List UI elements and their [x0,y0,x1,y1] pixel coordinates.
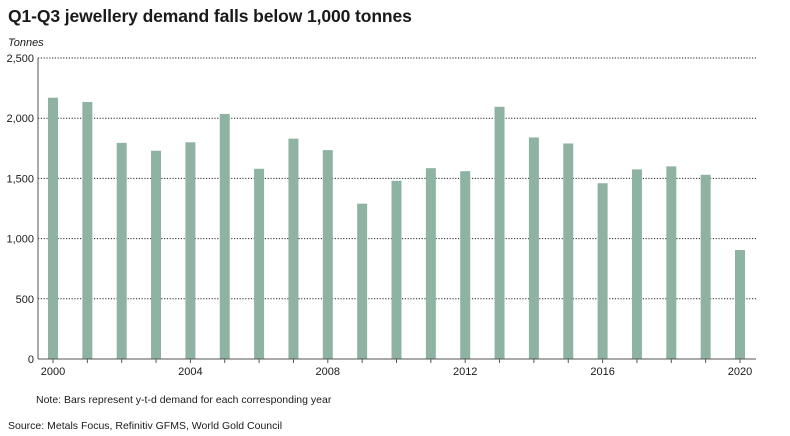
bar-2002 [116,142,127,359]
bar-2006 [254,168,265,359]
x-tick-label: 2016 [590,366,614,378]
y-tick-label: 1,000 [6,234,34,246]
bar-2013 [494,106,505,360]
bar-2018 [666,166,677,359]
x-tick-label: 2012 [453,366,477,378]
bar-2009 [357,203,368,359]
x-tick-label: 2004 [178,366,202,378]
bar-chart: 0 500 1,000 1,500 2,000 2,500 2000 2004 2008 2012… [6,53,756,378]
bar-2015 [563,143,574,359]
y-tick-label: 1,500 [6,173,34,185]
bar-2001 [82,101,93,360]
bar-2004 [185,142,196,359]
bar-2016 [597,183,608,359]
x-tick-label: 2000 [41,366,65,378]
bar-2019 [700,174,711,359]
y-tick-label: 0 [28,354,34,366]
bar-2014 [528,137,539,359]
y-tick-label: 2,500 [6,53,34,65]
bar-2005 [219,113,230,360]
bar-2020 [735,250,745,359]
y-tick-label: 2,000 [6,113,34,125]
bar-2003 [151,150,162,359]
chart-title: Q1-Q3 jewellery demand falls below 1,000… [8,6,412,26]
y-tick-label: 500 [16,294,34,306]
bar-2000 [48,97,58,360]
bar-2008 [322,150,333,359]
source-line: Source: Metals Focus, Refinitiv GFMS, Wo… [8,420,283,432]
bar-2011 [425,168,436,359]
x-tick-label: 2020 [728,366,752,378]
bar-2012 [460,171,471,359]
tick-labels: 0 500 1,000 1,500 2,000 2,500 2000 2004 2008 2012… [6,53,752,378]
axes [37,58,756,363]
y-axis-unit-label: Tonnes [8,37,44,49]
bars [48,97,745,360]
x-tick-label: 2008 [316,366,340,378]
bar-2010 [391,180,402,359]
chart-note: Note: Bars represent y-t-d demand for ea… [36,394,332,406]
bar-2017 [631,169,642,359]
bar-2007 [288,138,299,359]
